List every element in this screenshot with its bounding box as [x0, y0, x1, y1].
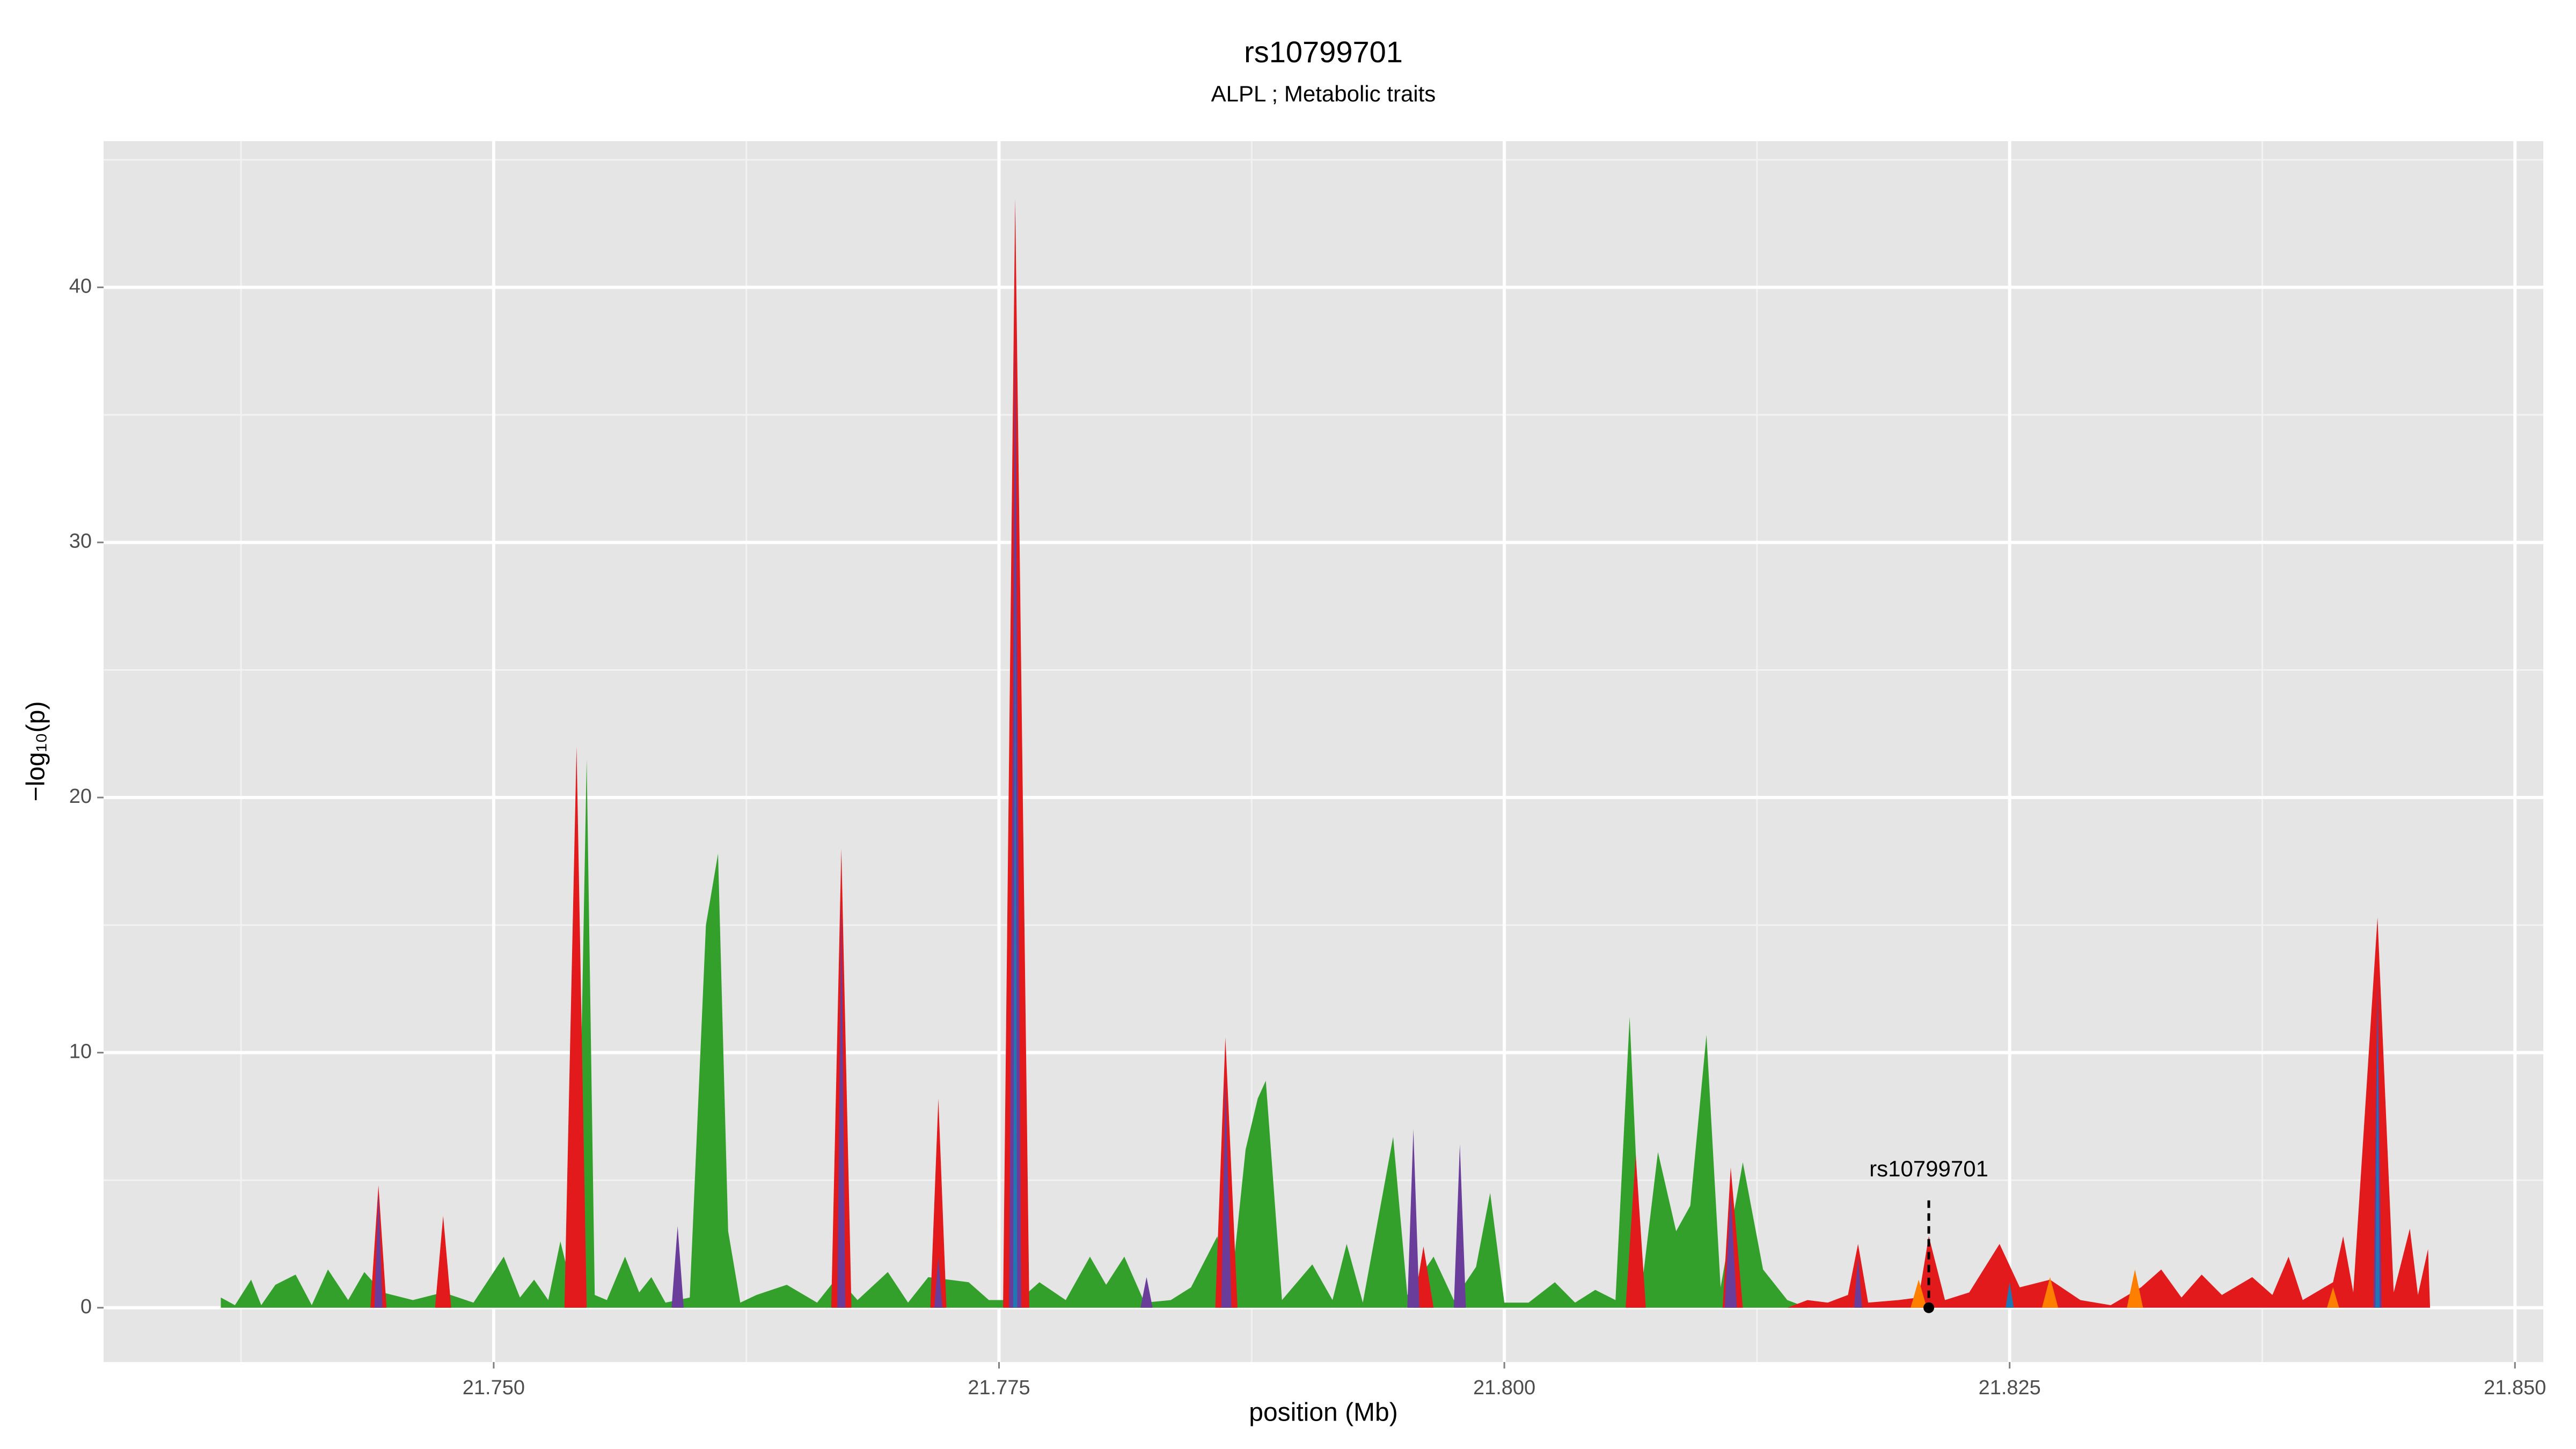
annotation-point [1923, 1302, 1935, 1313]
y-tick-label: 30 [69, 530, 92, 553]
x-tick-label: 21.800 [1473, 1377, 1535, 1399]
y-tick-label: 20 [69, 785, 92, 808]
annotation-label: rs10799701 [1869, 1156, 1988, 1181]
y-axis-title: −log₁₀(p) [22, 701, 50, 802]
y-tick-label: 40 [69, 275, 92, 297]
x-tick-label: 21.750 [463, 1377, 525, 1399]
area [370, 198, 2431, 1308]
y-tick-label: 10 [69, 1040, 92, 1063]
y-tick-label: 0 [80, 1296, 92, 1318]
x-tick-label: 21.850 [2484, 1377, 2546, 1399]
chart-title: rs10799701 [1244, 35, 1403, 69]
plot-panel [104, 141, 2543, 1362]
x-axis-title: position (Mb) [1249, 1399, 1397, 1427]
x-tick-label: 21.775 [968, 1377, 1030, 1399]
x-tick-label: 21.825 [1979, 1377, 2041, 1399]
chart-subtitle: ALPL ; Metabolic traits [1211, 81, 1436, 106]
area [221, 759, 1808, 1308]
